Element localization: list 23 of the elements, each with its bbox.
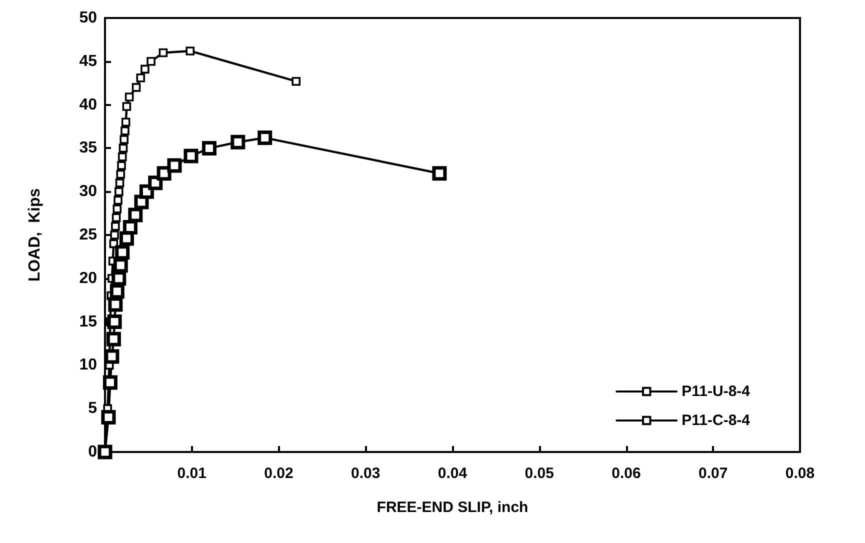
x-tick-label: 0.06 — [612, 465, 641, 482]
y-tick-label: 10 — [79, 356, 98, 374]
y-tick-label: 45 — [79, 52, 98, 70]
x-tick-label: 0.03 — [351, 465, 380, 482]
y-tick-label: 20 — [79, 270, 98, 287]
x-axis-title: FREE-END SLIP, inch — [376, 499, 528, 516]
x-tick-label: 0.08 — [785, 465, 815, 482]
legend-label: P11-U-8-4 — [682, 383, 751, 400]
y-tick-label: 50 — [79, 10, 98, 26]
y-tick-label: 30 — [79, 183, 98, 200]
x-tick-label: 0.04 — [438, 465, 468, 482]
y-tick-label: 5 — [88, 400, 98, 418]
y-tick-label: 35 — [79, 140, 98, 157]
x-tick-label: 0.02 — [264, 465, 294, 482]
x-tick-label: 0.05 — [524, 465, 554, 482]
x-tick-label: 0.07 — [698, 465, 728, 482]
x-tick-label: 0.01 — [177, 465, 206, 482]
y-tick-label: 25 — [79, 226, 98, 244]
legend-label: P11-C-8-4 — [682, 412, 751, 429]
y-tick-label: 0 — [88, 444, 98, 460]
y-axis-title: LOAD, Kips — [26, 188, 44, 282]
y-tick-label: 15 — [79, 313, 98, 330]
y-tick-label: 40 — [79, 96, 98, 114]
